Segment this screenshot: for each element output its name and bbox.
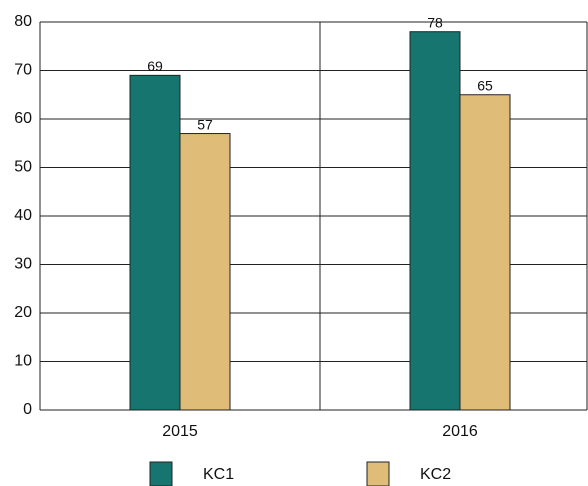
y-tick-label: 50: [14, 159, 32, 176]
data-label: 65: [477, 77, 493, 93]
y-tick-label: 0: [23, 401, 32, 418]
legend-swatch: [366, 461, 390, 486]
legend-label: KC1: [203, 466, 234, 483]
y-tick-label: 40: [14, 207, 32, 224]
legend-swatch: [149, 461, 173, 486]
bar: [409, 31, 461, 411]
y-tick-label: 80: [14, 13, 32, 30]
data-label: 78: [427, 14, 443, 30]
y-tick-label: 60: [14, 110, 32, 127]
bar: [179, 133, 231, 411]
bar: [129, 74, 181, 411]
legend-label: KC2: [420, 466, 451, 483]
x-tick-label: 2016: [442, 423, 478, 440]
bar: [459, 94, 511, 411]
y-tick-label: 30: [14, 256, 32, 273]
data-label: 69: [147, 58, 163, 74]
x-tick-label: 2015: [162, 423, 198, 440]
data-label: 57: [197, 116, 213, 132]
y-tick-label: 20: [14, 304, 32, 321]
y-tick-label: 10: [14, 353, 32, 370]
y-tick-label: 70: [14, 62, 32, 79]
